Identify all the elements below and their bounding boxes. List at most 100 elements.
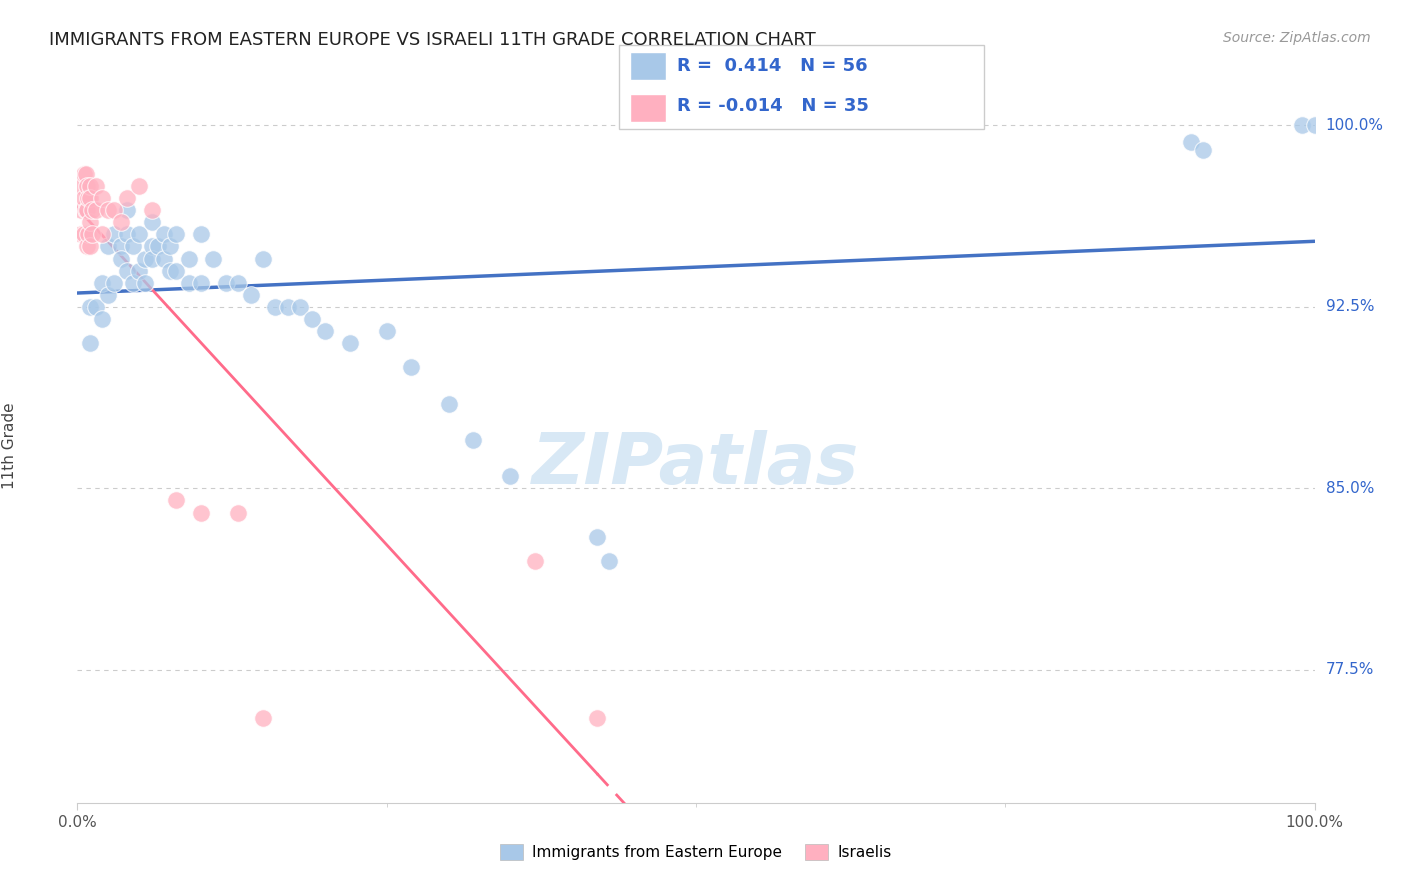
Point	[82, 227, 104, 242]
Point	[122, 276, 145, 290]
Point	[375, 324, 398, 338]
Point	[146, 239, 169, 253]
Point	[177, 276, 200, 290]
Point	[77, 227, 100, 242]
Point	[110, 239, 132, 253]
Point	[499, 469, 522, 483]
Point	[586, 530, 609, 544]
Point	[128, 227, 150, 242]
Point	[103, 227, 125, 242]
Point	[97, 203, 120, 218]
Point	[1180, 136, 1202, 150]
Point	[586, 711, 609, 725]
Point	[97, 288, 120, 302]
Legend: Immigrants from Eastern Europe, Israelis: Immigrants from Eastern Europe, Israelis	[494, 838, 898, 866]
Point	[122, 239, 145, 253]
Point	[115, 263, 138, 277]
Point	[70, 178, 93, 193]
Point	[226, 506, 249, 520]
Point	[75, 167, 97, 181]
Text: R = -0.014   N = 35: R = -0.014 N = 35	[678, 97, 869, 115]
Point	[72, 167, 94, 181]
Point	[159, 239, 181, 253]
Point	[115, 203, 138, 218]
Point	[264, 300, 287, 314]
Text: Source: ZipAtlas.com: Source: ZipAtlas.com	[1223, 31, 1371, 45]
Point	[226, 276, 249, 290]
Point	[72, 191, 94, 205]
Bar	[630, 94, 666, 121]
Point	[72, 227, 94, 242]
Point	[115, 227, 138, 242]
Point	[165, 493, 187, 508]
Point	[401, 360, 423, 375]
Point	[76, 178, 98, 193]
Point	[84, 178, 107, 193]
Point	[79, 336, 101, 351]
Point	[84, 300, 107, 314]
Point	[141, 239, 163, 253]
Point	[165, 227, 187, 242]
Point	[1303, 119, 1326, 133]
Point	[76, 239, 98, 253]
Point	[165, 263, 187, 277]
Point	[91, 191, 114, 205]
Point	[75, 203, 97, 218]
Point	[97, 239, 120, 253]
FancyBboxPatch shape	[619, 45, 984, 129]
Point	[70, 227, 93, 242]
Text: R =  0.414   N = 56: R = 0.414 N = 56	[678, 57, 868, 75]
Text: 85.0%: 85.0%	[1326, 481, 1374, 496]
Point	[115, 191, 138, 205]
Point	[288, 300, 311, 314]
Point	[159, 263, 181, 277]
Point	[277, 300, 299, 314]
Text: 77.5%: 77.5%	[1326, 662, 1374, 677]
Text: 100.0%: 100.0%	[1326, 118, 1384, 133]
Point	[153, 252, 176, 266]
Point	[84, 203, 107, 218]
Point	[110, 252, 132, 266]
Point	[134, 252, 156, 266]
Point	[110, 215, 132, 229]
Point	[79, 300, 101, 314]
Point	[252, 252, 274, 266]
Point	[128, 178, 150, 193]
Point	[79, 215, 101, 229]
Point	[437, 397, 460, 411]
Point	[301, 312, 323, 326]
Point	[190, 227, 212, 242]
Point	[79, 191, 101, 205]
Point	[79, 178, 101, 193]
Point	[314, 324, 336, 338]
Point	[91, 227, 114, 242]
Point	[70, 203, 93, 218]
Text: ZIPatlas: ZIPatlas	[533, 430, 859, 499]
Point	[1192, 143, 1215, 157]
Point	[1291, 119, 1313, 133]
Text: IMMIGRANTS FROM EASTERN EUROPE VS ISRAELI 11TH GRADE CORRELATION CHART: IMMIGRANTS FROM EASTERN EUROPE VS ISRAEL…	[49, 31, 815, 49]
Point	[141, 252, 163, 266]
Point	[134, 276, 156, 290]
Point	[128, 263, 150, 277]
Point	[177, 252, 200, 266]
Point	[91, 276, 114, 290]
Point	[239, 288, 262, 302]
Point	[141, 203, 163, 218]
Point	[190, 276, 212, 290]
Bar	[630, 53, 666, 80]
Point	[252, 711, 274, 725]
Point	[82, 203, 104, 218]
Point	[91, 312, 114, 326]
Point	[77, 191, 100, 205]
Text: 11th Grade: 11th Grade	[1, 402, 17, 490]
Point	[339, 336, 361, 351]
Point	[598, 554, 620, 568]
Point	[190, 506, 212, 520]
Point	[215, 276, 238, 290]
Point	[76, 203, 98, 218]
Point	[79, 239, 101, 253]
Point	[202, 252, 225, 266]
Point	[103, 203, 125, 218]
Text: 92.5%: 92.5%	[1326, 300, 1374, 314]
